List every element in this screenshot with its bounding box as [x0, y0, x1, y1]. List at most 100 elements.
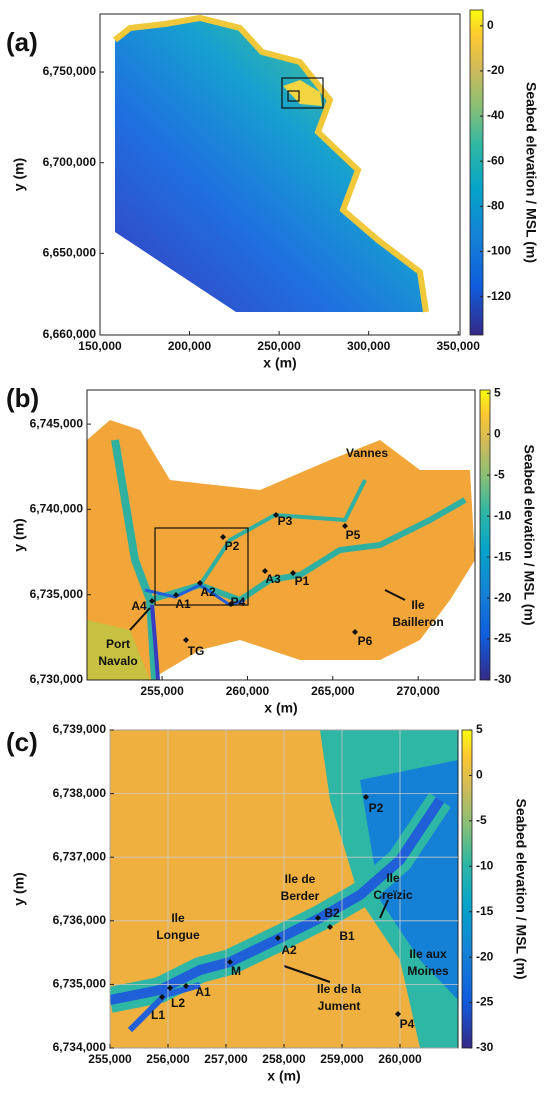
x-tick-label: 259,000 [320, 1052, 364, 1066]
y-tick-label: 6,736,000 [53, 913, 107, 927]
x-axis-label: x (m) [267, 1068, 300, 1084]
place-label: Ile [171, 911, 185, 925]
place-label: Port [106, 637, 130, 651]
site-marker [395, 1011, 401, 1017]
y-tick-label: 6,750,000 [43, 64, 97, 78]
y-tick-label: 6,734,000 [53, 1040, 107, 1054]
site-marker [159, 994, 165, 1000]
place-label: Ile [386, 871, 400, 885]
map-b [87, 420, 475, 680]
site-marker [363, 794, 369, 800]
colorbar-tick-label: -15 [494, 549, 512, 563]
x-tick-label: 260,000 [226, 684, 270, 698]
x-axis-label: x (m) [263, 355, 296, 371]
place-label: Navalo [98, 654, 137, 668]
place-label: A2 [281, 943, 297, 957]
x-tick-label: 150,000 [78, 339, 122, 353]
place-label: Longue [156, 928, 200, 942]
colorbar-tick-label: -25 [494, 631, 512, 645]
y-tick-label: 6,735,000 [53, 977, 107, 991]
place-label: M [231, 964, 241, 978]
colorbar-label: Seabed elevation / MSL (m) [521, 444, 537, 625]
site-marker [228, 601, 234, 607]
site-marker [183, 983, 189, 989]
site-marker [167, 985, 173, 991]
place-label: TG [188, 644, 205, 658]
x-tick-label: 200,000 [168, 339, 212, 353]
place-label: P1 [295, 574, 310, 588]
colorbar-tick-label: -25 [476, 995, 494, 1009]
colorbar-label: Seabed elevation / MSL (m) [513, 798, 529, 979]
place-label: L1 [151, 1008, 165, 1022]
colorbar-tick-label: -20 [494, 590, 512, 604]
colorbar-tick-label: -10 [494, 508, 512, 522]
colorbar-tick-label: -20 [487, 63, 505, 77]
x-tick-label: 300,000 [347, 339, 391, 353]
place-label: Ile de [285, 872, 316, 886]
place-label: P2 [225, 539, 240, 553]
site-marker [275, 935, 281, 941]
colorbar-tick-label: -40 [487, 108, 505, 122]
y-tick-label: 6,738,000 [53, 786, 107, 800]
x-tick-label: 256,000 [146, 1052, 190, 1066]
place-label: A1 [195, 985, 211, 999]
site-marker [290, 570, 296, 576]
place-label: Ile de la [317, 982, 361, 996]
y-tick-label: 6,745,000 [30, 416, 84, 430]
place-label: B1 [339, 929, 355, 943]
y-tick-label: 6,660,000 [43, 327, 97, 341]
site-marker [220, 534, 226, 540]
x-tick-label: 250,000 [257, 339, 301, 353]
y-tick-label: 6,737,000 [53, 849, 107, 863]
place-label: Berder [281, 889, 320, 903]
x-tick-label: 258,000 [262, 1052, 306, 1066]
colorbar-tick-label: -20 [476, 949, 494, 963]
place-label: P4 [400, 1017, 415, 1031]
y-tick-label: 6,650,000 [43, 246, 97, 260]
colorbar-tick-label: 0 [487, 18, 494, 32]
colorbar-label: Seabed elevation / MSL (m) [523, 82, 539, 263]
site-marker [227, 959, 233, 965]
x-tick-label: 255,000 [140, 684, 184, 698]
colorbar-tick-label: 0 [476, 768, 483, 782]
colorbar-tick-label: -30 [476, 1040, 494, 1054]
panel-label: (c) [6, 727, 38, 757]
y-tick-label: 6,739,000 [53, 722, 107, 736]
place-label: A1 [175, 597, 191, 611]
map-a [113, 14, 429, 313]
place-label: L2 [171, 996, 185, 1010]
colorbar-tick-label: -80 [487, 199, 505, 213]
x-axis-label: x (m) [264, 700, 297, 716]
x-tick-label: 270,000 [396, 684, 440, 698]
site-marker [315, 915, 321, 921]
colorbar-tick-label: -30 [494, 672, 512, 686]
colorbar-tick-label: -100 [487, 244, 511, 258]
place-label: Jument [318, 999, 361, 1013]
place-label: A3 [265, 572, 281, 586]
y-axis-label: y (m) [11, 518, 27, 551]
place-label: Moines [407, 964, 449, 978]
place-label: A2 [200, 585, 216, 599]
y-tick-label: 6,700,000 [43, 155, 97, 169]
colorbar-tick-label: 0 [494, 426, 501, 440]
x-tick-label: 257,000 [204, 1052, 248, 1066]
colorbar-tick-label: -120 [487, 289, 511, 303]
colorbar [461, 729, 473, 1049]
x-tick-label: 260,000 [378, 1052, 422, 1066]
plot-frame [99, 13, 461, 336]
place-label: Ile [411, 598, 425, 612]
y-axis-label: y (m) [11, 872, 27, 905]
plot-frame [86, 389, 476, 681]
colorbar-tick-label: -5 [494, 467, 505, 481]
site-marker [273, 512, 279, 518]
colorbar-tick-label: 5 [494, 385, 501, 399]
colorbar-tick-label: -10 [476, 858, 494, 872]
site-marker [262, 568, 268, 574]
x-tick-label: 350,000 [437, 339, 481, 353]
place-label: P4 [231, 595, 246, 609]
y-tick-label: 6,735,000 [30, 587, 84, 601]
y-axis-label: y (m) [11, 158, 27, 191]
site-marker [197, 580, 203, 586]
place-label: P5 [346, 528, 361, 542]
